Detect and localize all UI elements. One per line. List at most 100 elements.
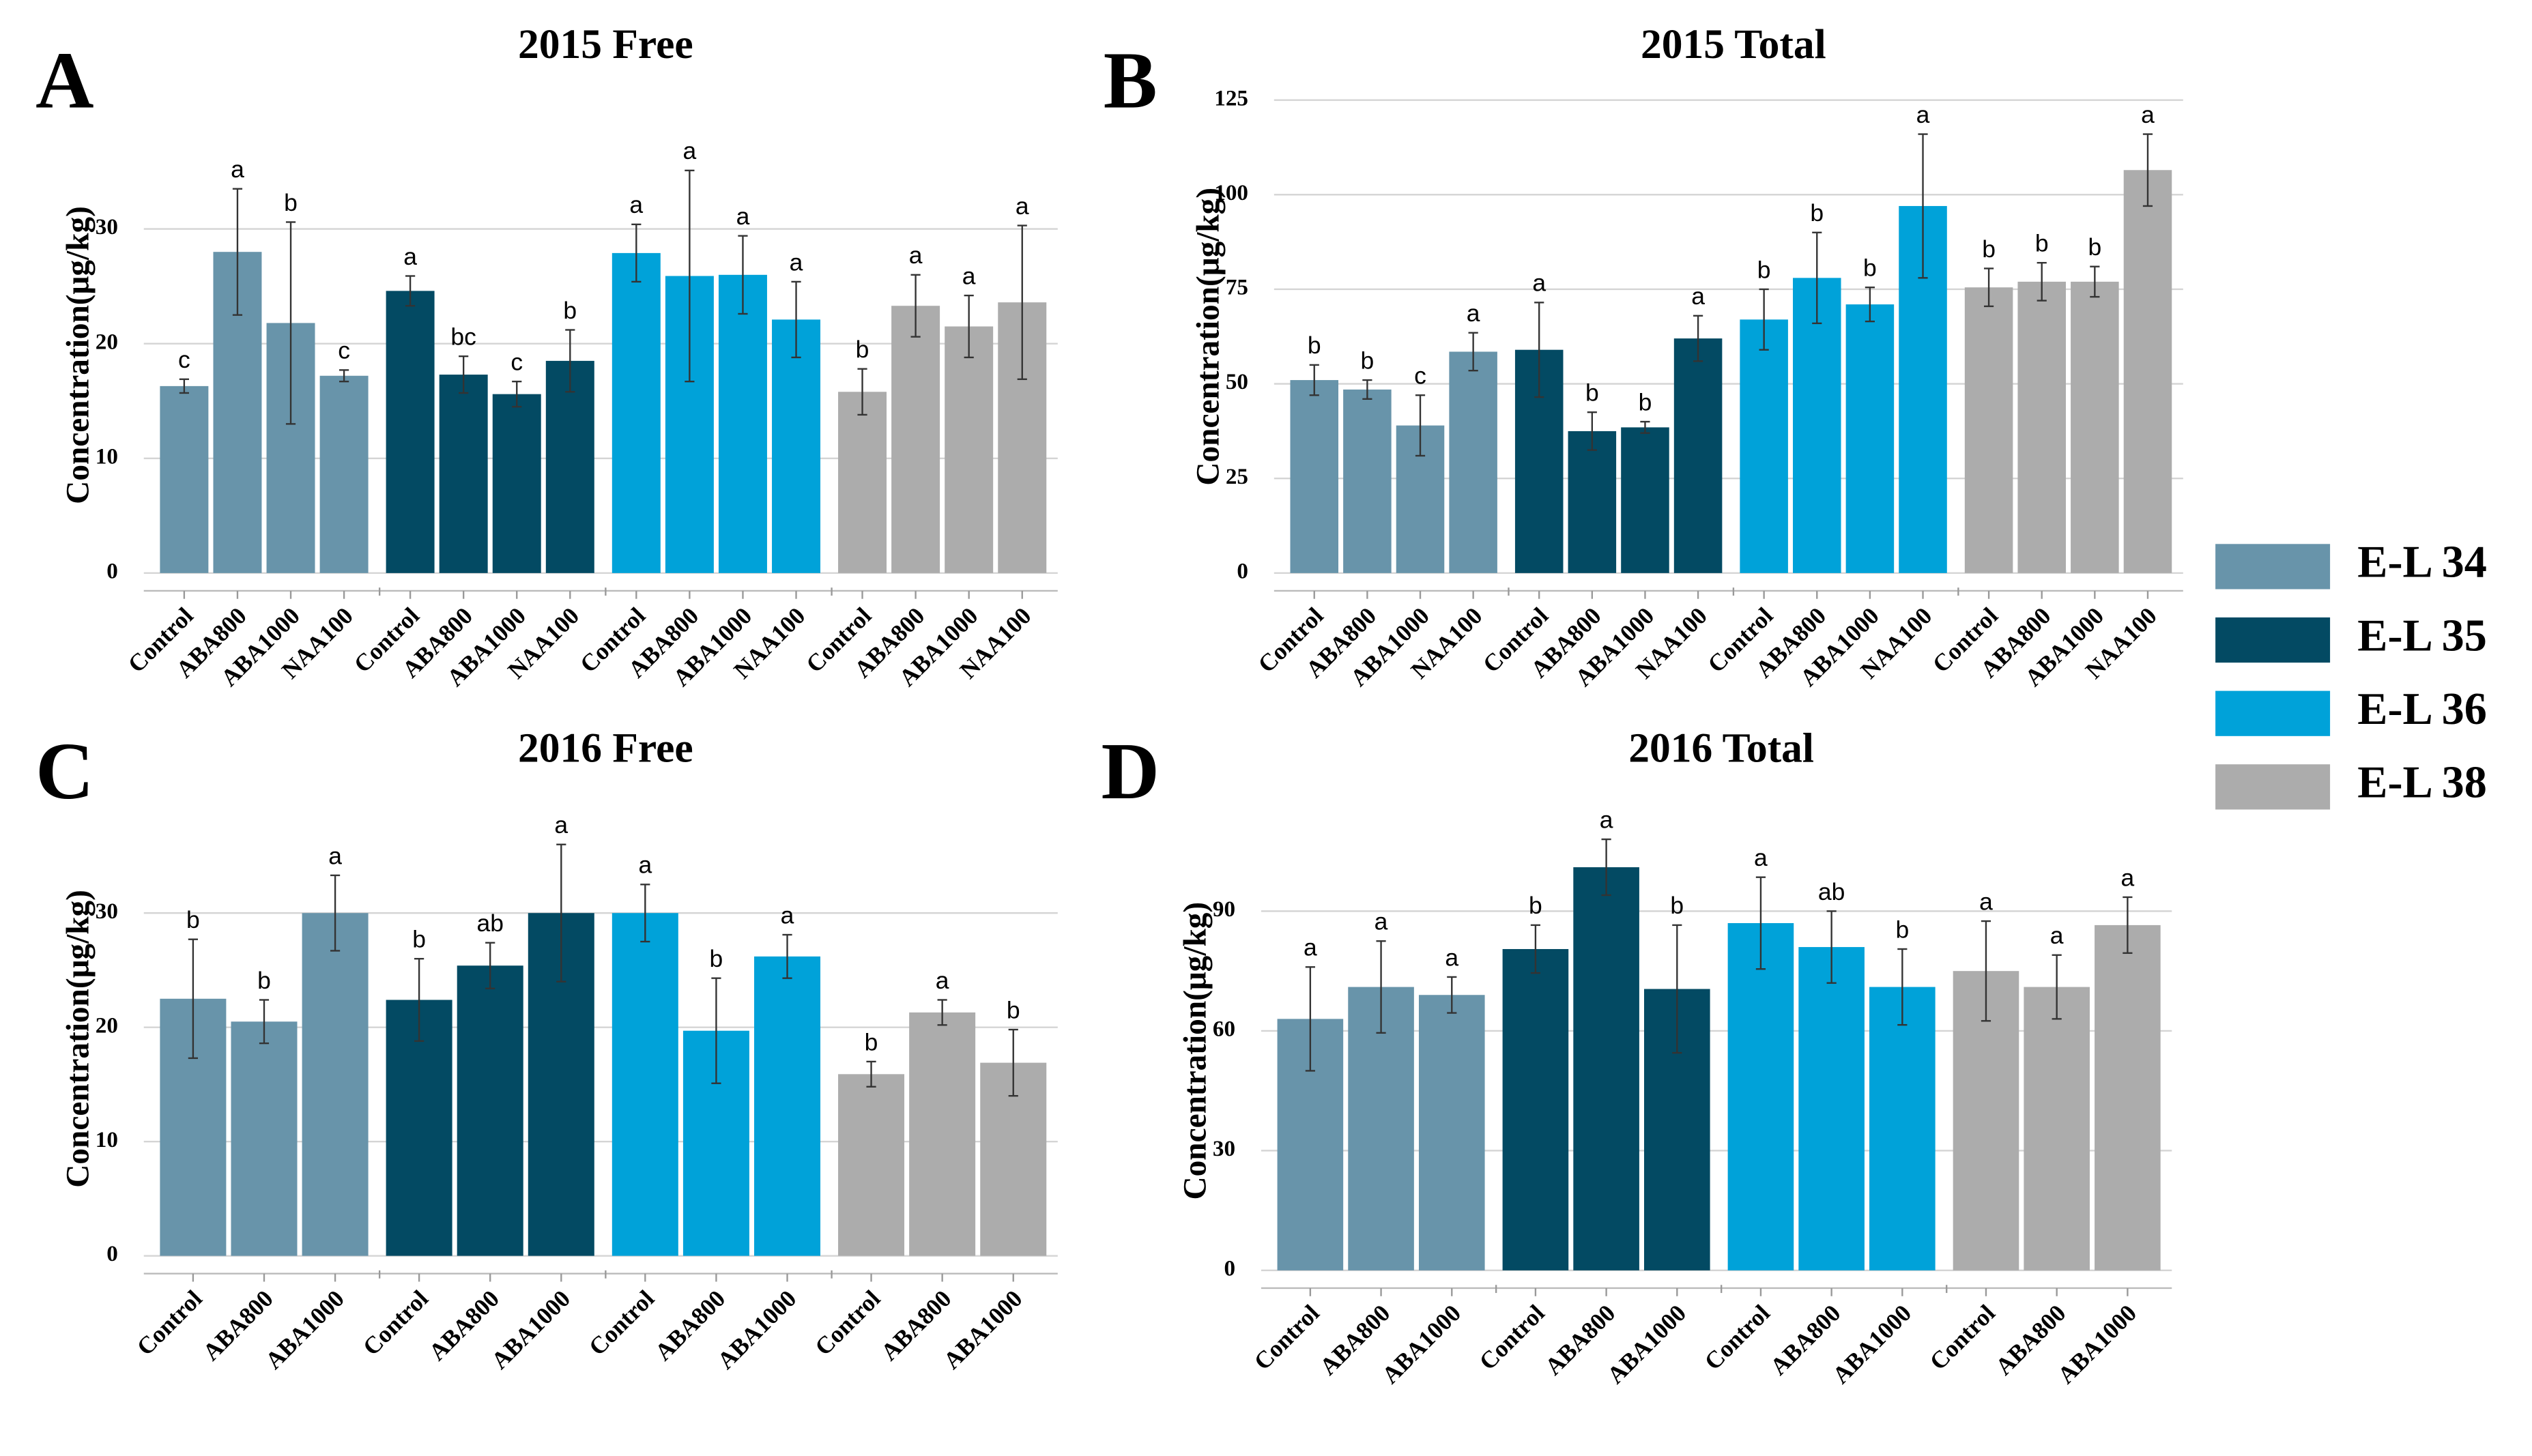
bar bbox=[612, 913, 678, 1256]
bar bbox=[909, 1012, 976, 1256]
bar bbox=[2017, 281, 2066, 573]
bar bbox=[1568, 431, 1617, 573]
y-tick-label: 60 bbox=[1213, 1017, 1235, 1042]
bar bbox=[1449, 351, 1497, 573]
y-tick-label: 10 bbox=[96, 443, 118, 469]
significance-letter: b bbox=[1863, 254, 1877, 282]
y-tick-label: 75 bbox=[1226, 275, 1248, 300]
significance-letter: a bbox=[1754, 844, 1768, 871]
significance-letter: a bbox=[1979, 888, 1993, 915]
significance-letter: a bbox=[1375, 908, 1388, 935]
bar bbox=[2095, 924, 2161, 1270]
x-tick-label: Control bbox=[358, 1285, 434, 1361]
significance-letter: a bbox=[1467, 300, 1480, 327]
bar bbox=[319, 375, 369, 573]
bar bbox=[1673, 338, 1723, 573]
y-tick-label: 0 bbox=[106, 1241, 118, 1266]
significance-letter: b bbox=[257, 967, 271, 994]
chart-title: 2015 Free bbox=[518, 21, 693, 68]
bar bbox=[1869, 987, 1936, 1270]
significance-letter: a bbox=[2050, 922, 2064, 949]
legend-swatch bbox=[2215, 617, 2331, 663]
significance-letter: b bbox=[710, 945, 723, 972]
significance-letter: b bbox=[1670, 892, 1684, 919]
significance-letter: b bbox=[2088, 233, 2101, 261]
significance-letter: a bbox=[638, 851, 652, 879]
significance-letter: b bbox=[284, 189, 298, 216]
y-tick-label: 20 bbox=[96, 329, 118, 354]
significance-letter: a bbox=[1600, 806, 1613, 833]
significance-letter: a bbox=[554, 811, 568, 839]
y-tick-label: 30 bbox=[1213, 1136, 1235, 1161]
bar bbox=[1621, 427, 1669, 573]
y-axis-title: Concentration(μg/kg) bbox=[1190, 188, 1226, 486]
significance-letter: a bbox=[1916, 101, 1930, 128]
y-tick-label: 10 bbox=[96, 1127, 118, 1152]
bar bbox=[838, 392, 887, 573]
significance-letter: b bbox=[1529, 892, 1542, 919]
bar bbox=[1348, 987, 1414, 1270]
bar bbox=[2071, 281, 2119, 573]
significance-letter: a bbox=[328, 842, 342, 869]
significance-letter: a bbox=[1304, 934, 1317, 961]
significance-letter: a bbox=[231, 156, 244, 183]
significance-letter: a bbox=[2141, 101, 2155, 128]
x-tick-label: Control bbox=[1473, 1299, 1550, 1375]
bar bbox=[1793, 278, 1841, 573]
panel-label: C bbox=[35, 727, 93, 816]
significance-letter: a bbox=[1691, 282, 1705, 310]
significance-letter: b bbox=[1007, 996, 1020, 1023]
significance-letter: b bbox=[412, 926, 426, 953]
bar bbox=[1573, 867, 1639, 1270]
y-tick-label: 25 bbox=[1226, 464, 1248, 489]
x-tick-label: Control bbox=[131, 1285, 207, 1361]
significance-letter: a bbox=[736, 203, 750, 230]
bar bbox=[772, 319, 821, 573]
significance-letter: a bbox=[683, 137, 697, 164]
y-tick-label: 20 bbox=[96, 1013, 118, 1038]
bar bbox=[1845, 304, 1895, 573]
bar bbox=[1418, 995, 1485, 1270]
legend-label: E-L 36 bbox=[2357, 684, 2487, 734]
significance-letter: b bbox=[1982, 235, 1996, 263]
bar bbox=[838, 1074, 905, 1256]
significance-letter: a bbox=[629, 191, 643, 218]
significance-letter: b bbox=[1639, 388, 1652, 416]
x-tick-label: Control bbox=[1248, 1299, 1325, 1375]
bar bbox=[545, 360, 594, 573]
significance-letter: a bbox=[962, 262, 976, 289]
bar bbox=[386, 1000, 452, 1256]
y-tick-label: 30 bbox=[96, 214, 118, 239]
significance-letter: b bbox=[1810, 199, 1824, 227]
y-tick-label: 100 bbox=[1214, 180, 1248, 205]
y-tick-label: 0 bbox=[106, 558, 118, 583]
panel-label: B bbox=[1104, 35, 1157, 125]
bar bbox=[386, 291, 435, 573]
significance-letter: c bbox=[338, 337, 350, 364]
significance-letter: bc bbox=[450, 323, 476, 351]
legend-swatch bbox=[2215, 544, 2331, 589]
panel-label: A bbox=[35, 35, 93, 125]
significance-letter: b bbox=[1585, 379, 1599, 407]
x-tick-label: Control bbox=[584, 1285, 660, 1361]
significance-letter: b bbox=[856, 336, 869, 363]
significance-letter: b bbox=[865, 1028, 878, 1055]
bar bbox=[1290, 380, 1339, 573]
significance-letter: a bbox=[790, 248, 803, 276]
significance-letter: a bbox=[936, 967, 949, 994]
bar bbox=[754, 956, 821, 1256]
bar bbox=[1343, 389, 1392, 573]
y-tick-label: 30 bbox=[96, 899, 118, 924]
significance-letter: c bbox=[178, 346, 190, 373]
bar bbox=[718, 274, 767, 573]
significance-letter: b bbox=[1757, 256, 1771, 283]
legend-swatch bbox=[2215, 764, 2331, 810]
significance-letter: a bbox=[1016, 192, 1029, 220]
chart-title: 2016 Free bbox=[518, 725, 693, 772]
x-tick-label: Control bbox=[1924, 1299, 2000, 1375]
significance-letter: a bbox=[909, 242, 923, 269]
x-tick-label: Control bbox=[1699, 1299, 1775, 1375]
legend-label: E-L 35 bbox=[2357, 611, 2487, 660]
legend-swatch bbox=[2215, 690, 2331, 736]
